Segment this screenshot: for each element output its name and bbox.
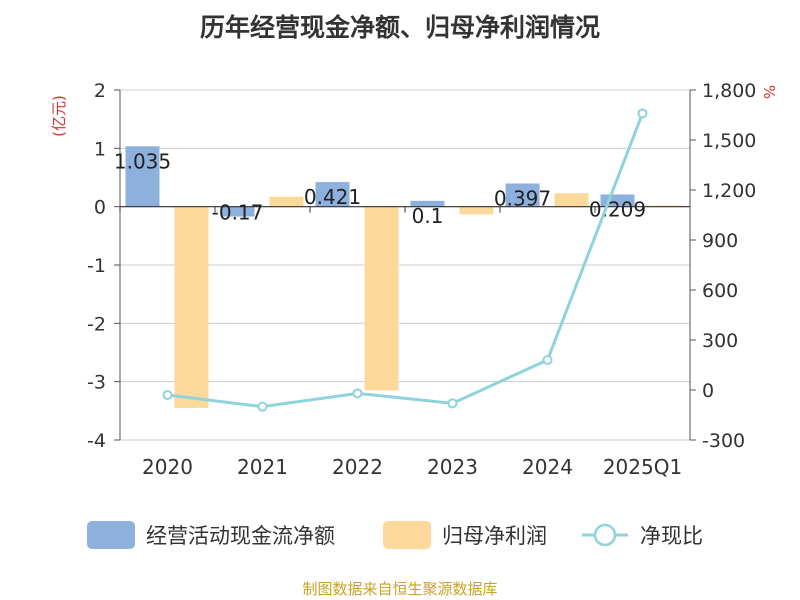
bar-net-profit <box>364 206 399 391</box>
bar-data-label: -0.17 <box>212 201 264 225</box>
bar-net-profit <box>174 206 209 408</box>
category-label: 2024 <box>522 455 573 479</box>
legend-label-cash-flow: 经营活动现金流净额 <box>146 524 335 548</box>
bar-cash-flow <box>505 183 540 207</box>
bar-data-label: 0.1 <box>412 204 444 228</box>
right-tick-label: 300 <box>702 330 738 352</box>
line-ratio-point <box>257 401 268 412</box>
left-tick-label: -3 <box>87 372 106 394</box>
left-tick-label: 0 <box>94 197 106 219</box>
bar-data-label: 0.397 <box>494 187 551 211</box>
right-tick-label: 1,200 <box>702 180 756 202</box>
legend-swatch-cash-flow <box>87 521 135 549</box>
chart-title: 历年经营现金净额、归母净利润情况 <box>199 13 600 42</box>
right-tick-label: 1,800 <box>702 80 756 102</box>
legend-label-ratio: 净现比 <box>640 524 703 548</box>
bar-data-label: 0.421 <box>304 185 361 209</box>
right-tick-label: 900 <box>702 230 738 252</box>
category-label: 2020 <box>142 455 193 479</box>
line-ratio-point <box>637 108 648 119</box>
source-note: 制图数据来自恒生聚源数据库 <box>302 580 498 598</box>
bar-cash-flow <box>220 206 255 217</box>
legend-label-net-profit: 归母净利润 <box>442 524 547 548</box>
right-axis-unit: % <box>760 85 778 99</box>
left-tick-label: -2 <box>87 313 106 335</box>
left-tick-label: 1 <box>94 138 106 160</box>
bar-cash-flow <box>410 200 445 207</box>
category-label: 2023 <box>427 455 478 479</box>
bar-net-profit <box>554 193 589 207</box>
left-axis-unit: (亿元) <box>50 95 68 137</box>
left-tick-label: 2 <box>94 80 106 102</box>
category-label: 2025Q1 <box>603 455 682 479</box>
category-label: 2021 <box>237 455 288 479</box>
category-label: 2022 <box>332 455 383 479</box>
right-tick-label: 600 <box>702 280 738 302</box>
left-tick-label: -1 <box>87 255 106 277</box>
right-tick-label: 0 <box>702 380 714 402</box>
bar-data-label: 1.035 <box>114 149 171 173</box>
right-tick-label: 1,500 <box>702 130 756 152</box>
line-ratio <box>167 112 644 409</box>
line-ratio-point <box>162 390 173 400</box>
line-ratio-point <box>447 398 458 409</box>
line-ratio-point <box>352 388 363 399</box>
bar-cash-flow <box>125 146 160 207</box>
left-tick-label: -4 <box>87 430 106 452</box>
legend-swatch-net-profit <box>383 521 431 549</box>
line-ratio-point <box>542 355 553 365</box>
bar-net-profit <box>269 196 304 207</box>
bar-cash-flow <box>315 182 350 207</box>
right-tick-label: -300 <box>702 430 745 452</box>
bar-net-profit <box>459 206 494 215</box>
bar-data-label: 0.209 <box>589 197 646 221</box>
legend-marker-ratio <box>593 523 617 547</box>
